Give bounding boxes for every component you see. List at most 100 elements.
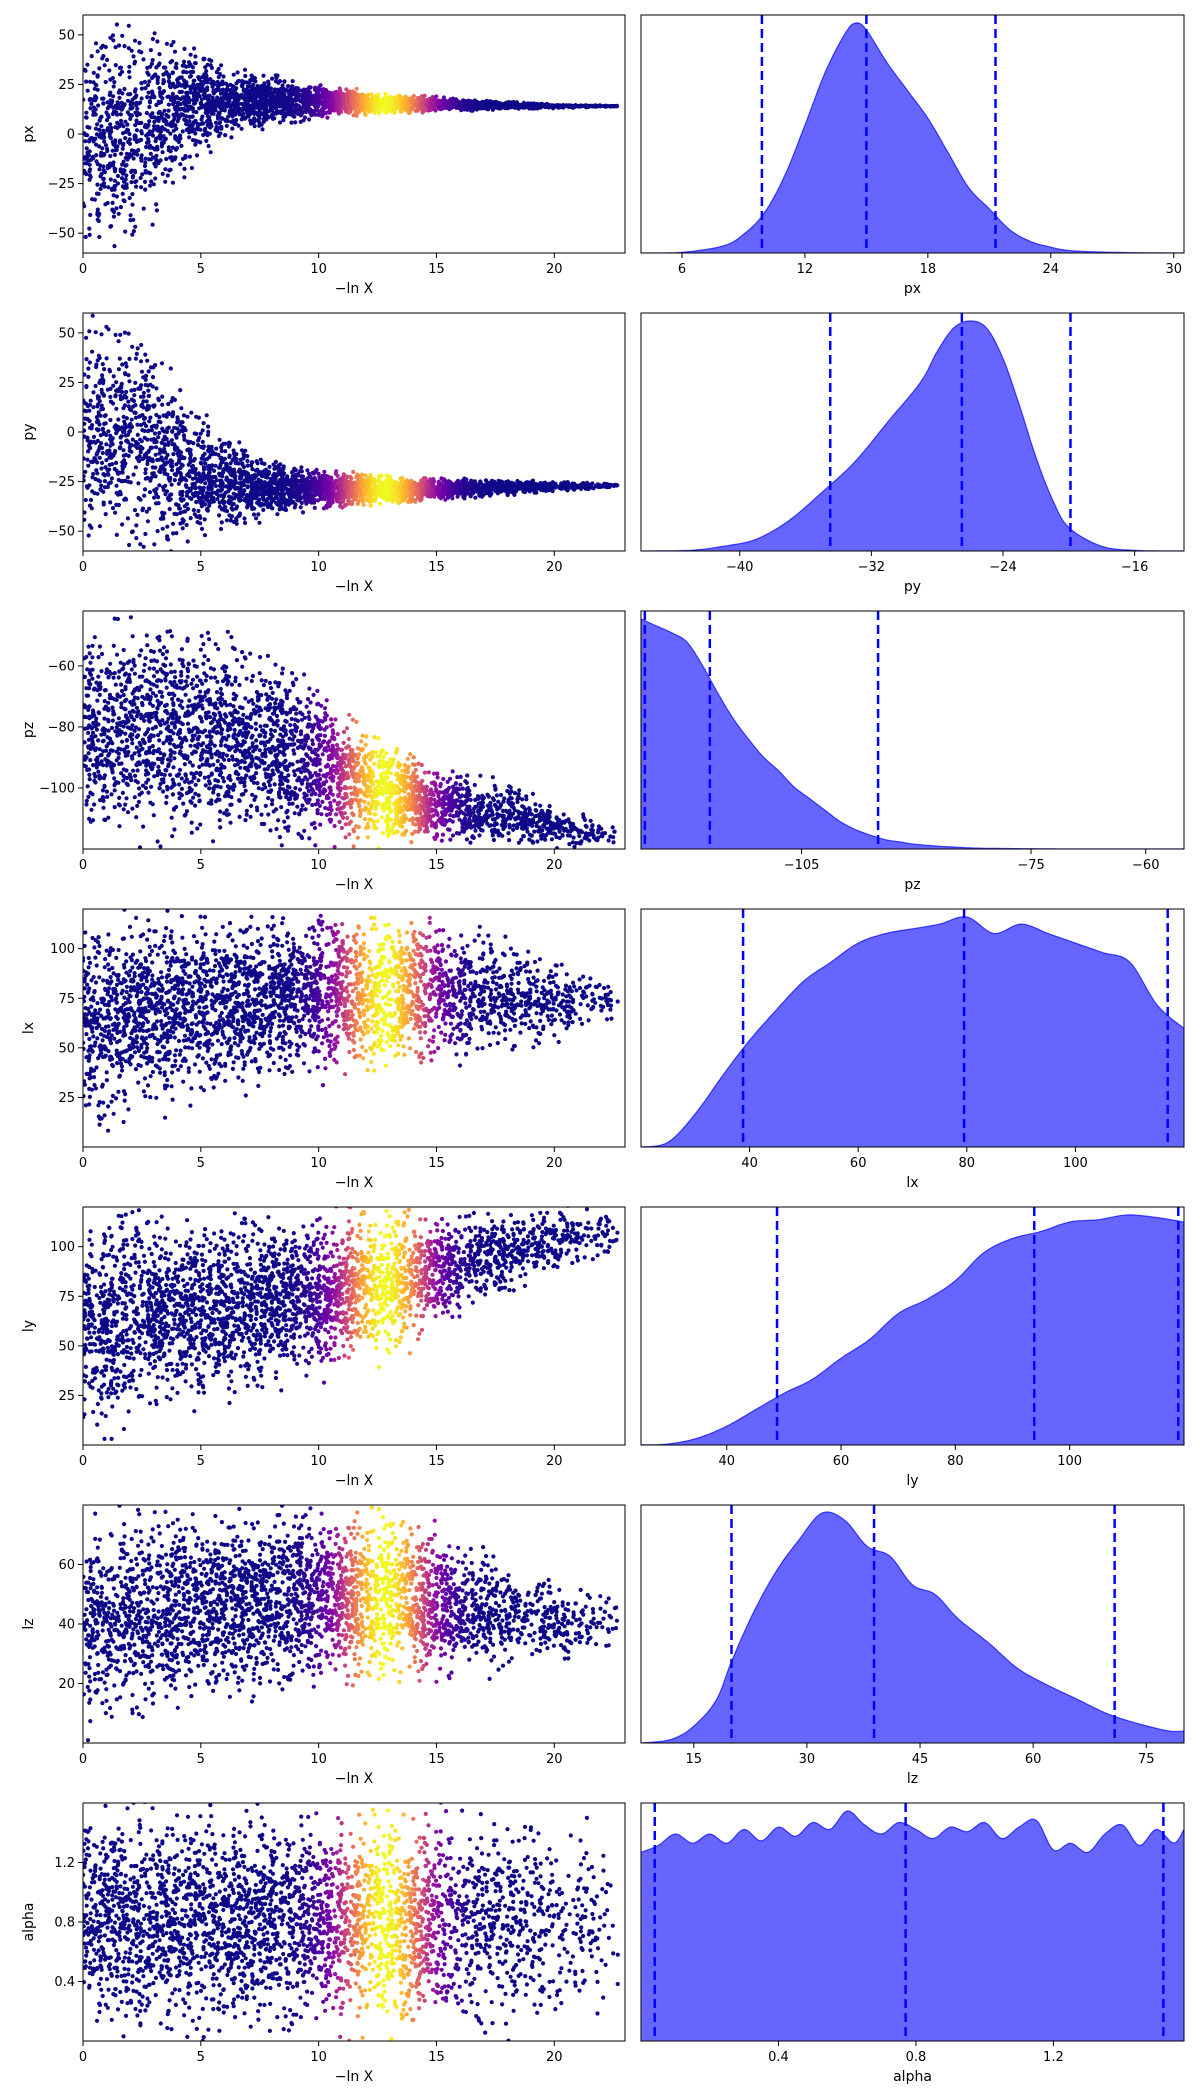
scatter-point: [93, 330, 98, 335]
scatter-point: [87, 97, 92, 102]
scatter-point: [262, 81, 267, 86]
scatter-point: [172, 49, 178, 54]
scatter-point: [614, 104, 620, 109]
scatter-point: [115, 112, 120, 117]
scatter-point: [443, 100, 448, 105]
scatter-point: [219, 520, 224, 525]
scatter-point: [322, 469, 327, 474]
scatter-point: [121, 198, 126, 203]
scatter-point: [87, 149, 92, 154]
scatter-point: [93, 126, 98, 131]
scatter-point: [129, 105, 134, 110]
scatter-point: [102, 139, 107, 144]
scatter-point: [198, 83, 204, 88]
scatter-point: [457, 106, 462, 111]
scatter-point: [143, 160, 148, 165]
scatter-point: [117, 72, 123, 77]
scatter-point: [239, 117, 244, 122]
scatter-point: [99, 124, 104, 129]
scatter-point: [178, 96, 183, 102]
scatter-point: [223, 133, 228, 138]
scatter-point: [135, 106, 140, 111]
scatter-point: [231, 118, 236, 123]
scatter-point: [153, 363, 158, 368]
scatter-point: [188, 456, 193, 461]
scatter-point: [195, 121, 200, 126]
scatter-point: [194, 431, 199, 436]
scatter-point: [93, 41, 99, 46]
scatter-point: [360, 96, 366, 102]
scatter-point: [236, 79, 241, 84]
scatter-point: [111, 163, 116, 168]
scatter-point: [163, 167, 168, 172]
scatter-point: [119, 176, 125, 181]
scatter-point: [128, 92, 133, 97]
scatter-point: [124, 389, 129, 395]
scatter-point: [395, 102, 400, 107]
scatter-point: [171, 531, 176, 536]
scatter-point: [556, 103, 561, 108]
scatter-point: [163, 179, 168, 184]
scatter-point: [201, 121, 206, 126]
scatter-point: [152, 495, 157, 500]
scatter-point: [174, 61, 179, 66]
scatter-point: [99, 172, 104, 177]
scatter-point: [512, 492, 517, 497]
scatter-point: [89, 54, 94, 59]
scatter-point: [108, 77, 113, 82]
scatter-point: [99, 114, 104, 119]
scatter-point: [301, 109, 306, 114]
scatter-point: [178, 388, 183, 393]
scatter-point: [181, 59, 187, 64]
scatter-point: [228, 82, 233, 87]
scatter-point: [204, 73, 209, 79]
scatter-point: [292, 110, 297, 115]
scatter-point: [280, 83, 285, 88]
scatter-point: [91, 70, 96, 75]
scatter-point: [83, 474, 86, 479]
scatter-point: [104, 442, 109, 447]
scatter-point: [290, 79, 295, 84]
scatter-point: [196, 508, 201, 514]
scatter-point: [108, 153, 113, 159]
scatter-point: [122, 86, 127, 92]
scatter-point: [329, 95, 334, 100]
scatter-point: [124, 151, 129, 156]
scatter-point: [183, 153, 188, 159]
scatter-point: [89, 101, 94, 106]
scatter-point: [246, 95, 251, 101]
scatter-point: [138, 155, 144, 161]
scatter-point: [392, 110, 397, 115]
scatter-point: [223, 117, 228, 122]
scatter-point: [250, 86, 255, 92]
scatter-point: [346, 499, 351, 504]
scatter-point: [99, 45, 104, 50]
scatter-point: [132, 393, 137, 398]
scatter-point: [274, 111, 279, 116]
scatter-point: [253, 79, 258, 84]
scatter-point: [139, 86, 144, 91]
scatter-point: [470, 108, 475, 113]
scatter-point: [364, 96, 369, 101]
scatter-point: [184, 478, 189, 483]
scatter-point: [170, 521, 176, 526]
scatter-point: [335, 92, 340, 98]
scatter-point: [412, 498, 418, 503]
y-tick-label: 0: [67, 128, 75, 143]
scatter-point: [305, 97, 310, 102]
scatter-point: [110, 98, 115, 104]
scatter-point: [570, 105, 576, 110]
scatter-point: [473, 101, 478, 106]
scatter-point: [181, 63, 186, 68]
scatter-point: [104, 356, 109, 361]
scatter-point: [241, 455, 246, 460]
scatter-point: [118, 205, 123, 210]
scatter-point: [126, 331, 131, 336]
scatter-point: [147, 99, 152, 104]
scatter-point: [203, 107, 208, 112]
scatter-point: [422, 107, 427, 112]
scatter-point: [162, 127, 167, 132]
scatter-point: [144, 399, 149, 404]
scatter-point: [241, 464, 246, 470]
scatter-point: [319, 101, 324, 106]
